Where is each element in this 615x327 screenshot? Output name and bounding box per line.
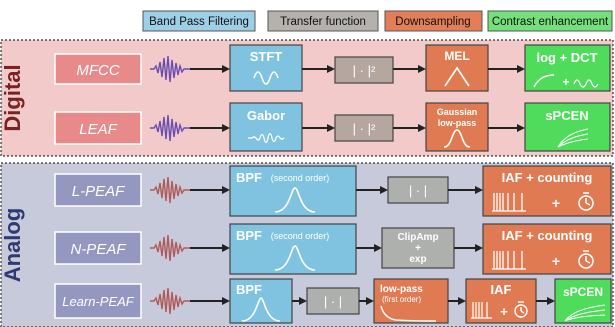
transfer-label-clipamp: ClipAmp (397, 232, 438, 243)
timer-icon (578, 250, 594, 269)
timer-icon (578, 192, 594, 211)
bpf-note-l-peaf: (second order) (271, 173, 330, 183)
waveform-icon (150, 114, 190, 142)
lowpass-label-learn-peaf: low-pass (380, 284, 423, 295)
transfer-label-exp: exp (409, 254, 426, 265)
analog-section-title: Analog (0, 208, 25, 283)
contrast-label-spcen-analog: sPCEN (563, 285, 603, 299)
bpf-label-gabor: Gabor (247, 108, 285, 123)
analog-section: Analog L-PEAF BPF (second order) | · | I… (0, 162, 614, 327)
down-label-iaf-learn-peaf: IAF (491, 282, 512, 297)
row-learn-peaf: Learn-PEAF BPF | · | low-pass (first ord… (54, 278, 612, 324)
bpf-label-stft: STFT (250, 49, 283, 64)
down-plus-n-peaf: + (552, 253, 560, 269)
method-box-l-peaf (54, 173, 142, 207)
spike-train-icon (471, 302, 492, 319)
legend: Band Pass Filtering Transfer function Do… (142, 10, 613, 32)
lowpass-curve-icon (380, 305, 437, 322)
row-l-peaf: L-PEAF BPF (second order) | · | IAF + co… (54, 165, 612, 217)
transfer-box-n-peaf (381, 227, 455, 269)
bpf-label-l-peaf: BPF (236, 170, 262, 185)
triangle-filter-icon (444, 66, 470, 87)
sine-wave-icon (253, 71, 279, 85)
resonance-peak-icon (274, 245, 316, 271)
digital-section: Digital MFCC STFT | · |² MEL log + DCT + (0, 39, 614, 157)
log-curve-icon (533, 74, 555, 88)
down-label-lowpass: low-pass (438, 118, 477, 128)
down-label-iaf-n-peaf: IAF + counting (502, 228, 593, 243)
method-label-mfcc: MFCC (76, 62, 119, 79)
waveform-icon (150, 55, 190, 83)
down-box-iaf-n-peaf (482, 223, 612, 275)
lowpass-note-learn-peaf: (first order) (382, 295, 421, 304)
transfer-box-mfcc (334, 56, 394, 84)
method-label-leaf: LEAF (79, 121, 117, 138)
transfer-box-learn-peaf (306, 287, 360, 315)
legend-label-transfer: Transfer function (280, 16, 366, 28)
spike-train-icon (492, 193, 526, 212)
bpf-label-n-peaf: BPF (236, 228, 262, 243)
plus-icon: + (562, 75, 569, 89)
resonance-peak-icon (274, 187, 316, 213)
waveform-icon (150, 287, 190, 315)
waveform-icon (150, 176, 190, 204)
method-label-learn-peaf: Learn-PEAF (62, 294, 135, 309)
cosine-wave-icon (573, 79, 599, 88)
row-leaf: LEAF Gabor | · |² Gaussian low-pass sPCE… (54, 102, 611, 152)
waveform-icon (150, 234, 190, 262)
compression-curves-icon (557, 128, 589, 148)
gaussian-curve-icon (443, 129, 471, 148)
bpf-box-learn-peaf (229, 278, 293, 324)
transfer-label-leaf: | · |² (353, 121, 376, 136)
method-box-learn-peaf (54, 283, 142, 319)
down-label-mel: MEL (444, 49, 469, 63)
down-plus-learn-peaf: + (500, 304, 508, 319)
down-plus-l-peaf: + (552, 195, 560, 211)
spike-train-icon (492, 251, 526, 270)
transfer-box-leaf (334, 114, 394, 142)
resonance-peak-icon (241, 297, 281, 322)
legend-label-downsampling: Downsampling (395, 16, 470, 28)
transfer-label-plus: + (415, 243, 421, 254)
legend-swatch-downsampling (384, 10, 483, 32)
down-label-iaf-l-peaf: IAF + counting (502, 170, 593, 185)
contrast-label-log-dct: log + DCT (536, 50, 597, 65)
down-box-iaf-l-peaf (482, 165, 612, 217)
method-box-leaf (54, 111, 142, 145)
contrast-box-log-dct (524, 44, 611, 92)
down-label-gaussian: Gaussian (437, 107, 478, 117)
legend-swatch-contrast (487, 10, 613, 32)
transfer-label-learn-peaf: | · | (324, 294, 342, 309)
digital-section-title: Digital (0, 64, 25, 131)
legend-label-band-pass: Band Pass Filtering (149, 16, 249, 28)
method-box-n-peaf (54, 231, 142, 265)
row-mfcc: MFCC STFT | · |² MEL log + DCT + (54, 44, 611, 92)
legend-swatch-transfer (267, 10, 379, 32)
method-label-l-peaf: L-PEAF (72, 183, 125, 200)
transfer-label-mfcc: | · |² (353, 63, 376, 78)
down-box-gaussian (425, 102, 489, 152)
transfer-label-l-peaf: | · | (409, 183, 427, 198)
method-label-n-peaf: N-PEAF (70, 241, 126, 258)
contrast-label-spcen-digital: sPCEN (545, 108, 588, 123)
legend-swatch-band-pass (142, 10, 256, 32)
timer-icon (514, 301, 528, 318)
method-box-mfcc (54, 53, 142, 85)
compression-curves-icon (564, 304, 606, 322)
bpf-note-n-peaf: (second order) (271, 231, 330, 241)
bpf-label-learn-peaf: BPF (236, 282, 262, 297)
row-n-peaf: N-PEAF BPF (second order) ClipAmp + exp … (54, 223, 612, 275)
legend-label-contrast: Contrast enhancement (492, 16, 609, 28)
gabor-wavelet-icon (248, 132, 285, 144)
